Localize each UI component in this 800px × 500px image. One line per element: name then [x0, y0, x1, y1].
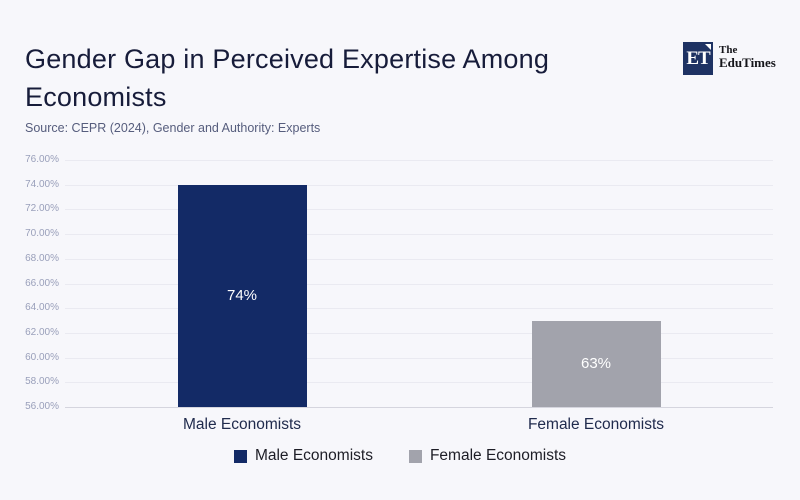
legend-label: Male Economists — [254, 447, 373, 464]
gridline — [65, 258, 773, 260]
y-axis-tick-label: 56.00% — [25, 401, 59, 412]
gridline — [65, 283, 773, 285]
edutimes-monogram-icon: ET — [683, 42, 713, 75]
y-axis-tick-label: 60.00% — [25, 351, 59, 363]
legend-item-female-economists: Female Economists — [408, 447, 567, 465]
gridline — [65, 160, 773, 161]
gridline — [65, 209, 773, 211]
page-title: Gender Gap in Perceived Expertise Among … — [25, 44, 550, 112]
legend-swatch-icon — [408, 449, 422, 463]
bar-value-label: 74% — [226, 287, 258, 305]
y-axis-tick-label: 66.00% — [25, 277, 59, 289]
edutimes-logo: ET The EduTimes — [683, 42, 776, 75]
logo-brand-line2: EduTimes — [719, 55, 776, 70]
y-axis-tick-label: 62.00% — [25, 326, 59, 338]
logo-corner-notch-icon — [705, 44, 711, 50]
bar-female-economists: 63% — [531, 320, 661, 407]
gridline — [65, 332, 773, 334]
legend-item-male-economists: Male Economists — [233, 447, 373, 465]
monogram-letters: ET — [686, 47, 710, 69]
bar-male-economists: 74% — [177, 184, 307, 407]
legend-label: Female Economists — [429, 447, 567, 464]
chart-source-note: Source: CEPR (2024), Gender and Authorit… — [25, 121, 321, 135]
bar-value-label: 63% — [580, 355, 612, 373]
gridline — [65, 407, 773, 408]
gridline — [65, 357, 773, 359]
gridline — [65, 308, 773, 310]
gridline — [65, 382, 773, 384]
gridline — [65, 234, 773, 236]
legend-swatch-icon — [233, 449, 247, 463]
y-axis-tick-label: 68.00% — [25, 252, 59, 264]
bar-chart-plot-area: 76.00% 74.00% 72.00% 70.00% 68.00% 66.00% 64.0… — [25, 154, 773, 433]
x-axis-category-label: Female Economists — [527, 416, 665, 433]
x-axis-category-label: Male Economists — [182, 416, 301, 433]
logo-brand-text: The EduTimes — [719, 44, 776, 70]
y-axis-tick-label: 58.00% — [25, 376, 59, 388]
y-axis-tick-label: 72.00% — [25, 203, 59, 215]
y-axis-tick-label: 64.00% — [25, 302, 59, 314]
gridline — [65, 184, 773, 186]
y-axis-tick-label: 74.00% — [25, 178, 59, 190]
chart-legend: Male Economists Female Economists — [0, 447, 800, 465]
y-axis-tick-label: 76.00% — [25, 154, 59, 165]
y-axis-tick-label: 70.00% — [25, 228, 59, 240]
logo-brand-line1: The — [719, 44, 738, 56]
